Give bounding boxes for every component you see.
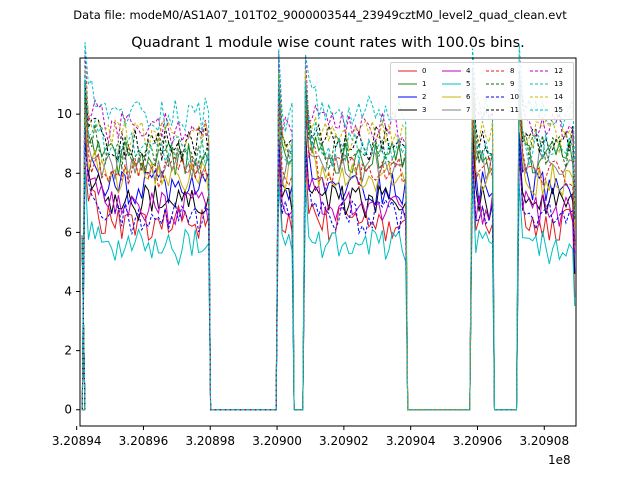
x-tick-label: 3.20894 [52,434,102,448]
legend-swatch [398,109,417,111]
legend-swatch [442,70,461,72]
legend-swatch [442,96,461,98]
y-tick-label: 6 [64,225,72,239]
legend-swatch [398,96,417,98]
legend-swatch [486,96,505,98]
legend-swatch [398,83,417,85]
y-tick-label: 4 [64,285,72,299]
x-tick-label: 3.20900 [252,434,302,448]
legend-swatch [486,83,505,85]
y-tick-label: 8 [64,166,72,180]
tick-layer: 3.20894 3.20896 3.20898 3.20900 3.20902 3.209… [52,107,569,448]
y-tick-label: 0 [64,403,72,417]
y-tick-label: 10 [57,107,72,121]
legend-label: 3 [422,106,427,114]
legend-label: 9 [510,80,515,88]
legend-label: 13 [554,80,563,88]
x-tick-label: 3.20902 [319,434,369,448]
legend-swatch [398,70,417,72]
legend-label: 2 [422,93,427,101]
series-line-0 [81,155,576,411]
legend-label: 12 [554,67,563,75]
legend-swatch [530,109,549,111]
legend-swatch [442,109,461,111]
series-layer [81,42,576,411]
x-tick-label: 3.20898 [185,434,235,448]
legend-label: 7 [466,106,471,114]
figure-suptitle: Data file: modeM0/AS1A07_101T02_90000035… [73,8,567,22]
legend-label: 8 [510,67,515,75]
legend-swatch [486,109,505,111]
legend-swatch [530,83,549,85]
legend-label: 1 [422,80,427,88]
x-tick-label: 3.20908 [519,434,569,448]
axes-frame [79,57,577,427]
legend-swatch [530,70,549,72]
series-line-6 [81,99,576,411]
legend-label: 6 [466,93,471,101]
x-axis-offset-label: 1e8 [548,453,571,467]
series-line-8 [81,94,576,411]
series-line-15 [81,72,576,411]
legend-label: 4 [466,67,471,75]
x-tick-label: 3.20896 [119,434,169,448]
legend-swatch [530,96,549,98]
chart-legend: 0 1 2 3 4 5 6 7 8 9 10 11 12 13 14 15 [390,62,574,120]
legend-swatch [442,83,461,85]
chart-title: Quadrant 1 module wise count rates with … [131,35,525,51]
legend-label: 14 [554,93,563,101]
y-tick-label: 2 [64,344,72,358]
legend-label: 5 [466,80,471,88]
legend-label: 0 [422,67,427,75]
legend-swatch [486,70,505,72]
series-line-13 [81,42,576,411]
x-tick-label: 3.20906 [453,434,503,448]
x-tick-label: 3.20904 [386,434,436,448]
legend-label: 11 [510,106,519,114]
legend-label: 10 [510,93,519,101]
legend-label: 15 [554,106,563,114]
